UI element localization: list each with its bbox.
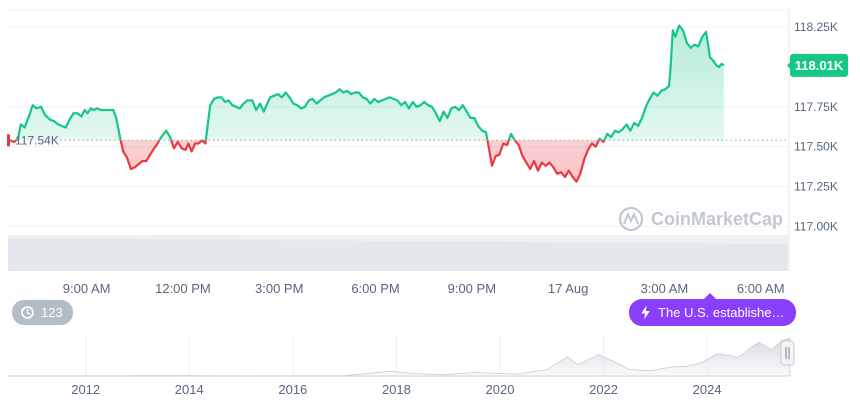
- navigator-area: [7, 337, 791, 377]
- history-icon: [21, 306, 34, 319]
- x-tick-label: 17 Aug: [548, 281, 589, 296]
- watermark-text: CoinMarketCap: [651, 209, 783, 229]
- x-tick-label: 6:00 AM: [737, 281, 785, 296]
- navigator-handle[interactable]: [780, 340, 795, 366]
- navigator-year-label: 2024: [693, 382, 722, 397]
- navigator-year-label: 2016: [278, 382, 307, 397]
- coinmarketcap-watermark: CoinMarketCap: [618, 206, 783, 232]
- navigator-area-path: [7, 337, 791, 377]
- y-tick-label: 117.50K: [794, 140, 838, 154]
- current-price-label: 118.01K: [795, 58, 844, 73]
- coinmarketcap-logo-icon: [618, 206, 644, 232]
- navigator-year-label: 2014: [175, 382, 204, 397]
- price-area: [8, 25, 724, 182]
- navigator-year-label: 2018: [382, 382, 411, 397]
- events-count-pill[interactable]: 123: [12, 300, 73, 325]
- baseline-marker: [7, 134, 10, 147]
- baseline-reference: 117.54K: [7, 133, 788, 147]
- volume-bars: [8, 235, 788, 271]
- news-event-text: The U.S. establishe…: [658, 305, 785, 320]
- x-axis: 9:00 AM 12:00 PM 3:00 PM 6:00 PM 9:00 PM 17 A…: [63, 281, 785, 296]
- x-tick-label: 9:00 PM: [448, 281, 496, 296]
- price-line-up: [8, 24, 725, 141]
- x-tick-label: 6:00 PM: [351, 281, 399, 296]
- baseline-label: 117.54K: [15, 133, 59, 147]
- navigator-x-axis: 2012 2014 2016 2018 2020 2022 2024: [71, 382, 721, 397]
- price-area-down: [8, 140, 724, 182]
- y-axis: 118.25K 117.75K 117.50K 117.25K 117.00K: [794, 20, 838, 233]
- x-tick-label: 9:00 AM: [63, 281, 111, 296]
- x-tick-label: 3:00 AM: [641, 281, 689, 296]
- price-line: [7, 24, 725, 183]
- navigator-year-label: 2022: [589, 382, 618, 397]
- y-tick-label: 118.25K: [794, 20, 838, 34]
- navigator-year-label: 2020: [486, 382, 515, 397]
- events-count: 123: [41, 305, 63, 320]
- x-tick-label: 3:00 PM: [255, 281, 303, 296]
- y-tick-label: 117.75K: [794, 100, 838, 114]
- navigator-gridlines: [85, 334, 708, 376]
- y-tick-label: 117.00K: [794, 219, 838, 233]
- price-area-up: [16, 25, 724, 141]
- lightning-icon: [641, 305, 650, 320]
- price-line-down: [7, 140, 606, 183]
- y-tick-label: 117.25K: [794, 180, 838, 194]
- x-tick-label: 12:00 PM: [155, 281, 211, 296]
- navigator-year-label: 2012: [71, 382, 100, 397]
- news-event-pill[interactable]: The U.S. establishe…: [629, 293, 797, 326]
- current-price-badge: 118.01K: [787, 53, 848, 77]
- history-navigator[interactable]: 2012 2014 2016 2018 2020 2022 2024: [7, 334, 795, 397]
